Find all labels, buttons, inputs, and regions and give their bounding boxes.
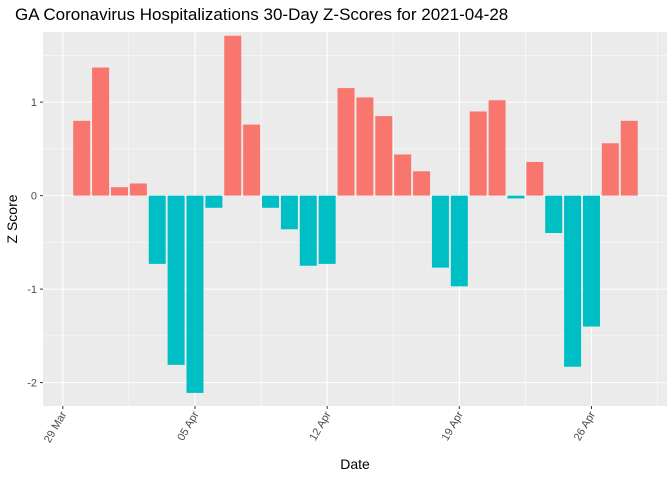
axis-ticks	[40, 101, 592, 409]
bar-2021-04-27	[601, 143, 619, 196]
y-tick-label: 1	[31, 97, 37, 109]
bar-2021-04-07	[224, 35, 242, 196]
bar-2021-04-05	[186, 195, 204, 393]
x-tick-label: 19 Apr	[440, 409, 466, 443]
bar-2021-04-17	[413, 171, 431, 196]
bar-2021-04-14	[356, 97, 374, 196]
y-tick-label: 0	[31, 191, 37, 203]
bar-2021-04-09	[262, 195, 280, 208]
bar-2021-04-02	[129, 183, 147, 196]
bar-2021-04-28	[620, 120, 638, 196]
bar-2021-04-13	[337, 88, 355, 196]
bar-2021-04-20	[469, 111, 487, 196]
plot-panel	[43, 32, 667, 406]
bar-2021-04-08	[243, 124, 261, 196]
y-tick-label: -1	[27, 284, 37, 296]
x-tick-label: 12 Apr	[307, 409, 333, 443]
bar-2021-04-24	[545, 195, 563, 234]
bar-2021-04-21	[488, 100, 506, 196]
bar-2021-04-18	[431, 195, 449, 268]
bar-2021-03-30	[73, 120, 91, 196]
bars	[73, 35, 638, 393]
x-tick-label: 29 Mar	[42, 409, 70, 445]
bar-2021-04-04	[167, 195, 185, 365]
x-axis-title: Date	[340, 456, 370, 472]
bar-2021-03-31	[92, 67, 110, 196]
bar-2021-04-10	[280, 195, 298, 230]
bar-2021-04-11	[299, 195, 317, 266]
bar-2021-04-22	[507, 195, 525, 199]
bar-2021-04-03	[148, 195, 166, 264]
bar-2021-04-06	[205, 195, 223, 208]
bar-2021-04-01	[110, 187, 128, 196]
chart-title: GA Coronavirus Hospitalizations 30-Day Z…	[15, 5, 509, 24]
y-axis-title: Z Score	[4, 194, 20, 243]
bar-2021-04-23	[526, 161, 544, 196]
bar-2021-04-26	[582, 195, 600, 327]
bar-2021-04-25	[564, 195, 582, 367]
x-axis-tick-labels: 29 Mar 05 Apr 12 Apr 19 Apr 26 Apr	[42, 409, 598, 445]
x-tick-label: 26 Apr	[572, 409, 598, 443]
bar-2021-04-19	[450, 195, 468, 287]
bar-2021-04-16	[394, 154, 412, 196]
bar-2021-04-12	[318, 195, 336, 264]
y-axis-tick-labels: -2 -1 0 1	[27, 97, 37, 390]
x-tick-label: 05 Apr	[175, 409, 201, 443]
y-tick-label: -2	[27, 378, 37, 390]
minor-gridlines	[43, 32, 667, 406]
bar-2021-04-15	[375, 116, 393, 196]
